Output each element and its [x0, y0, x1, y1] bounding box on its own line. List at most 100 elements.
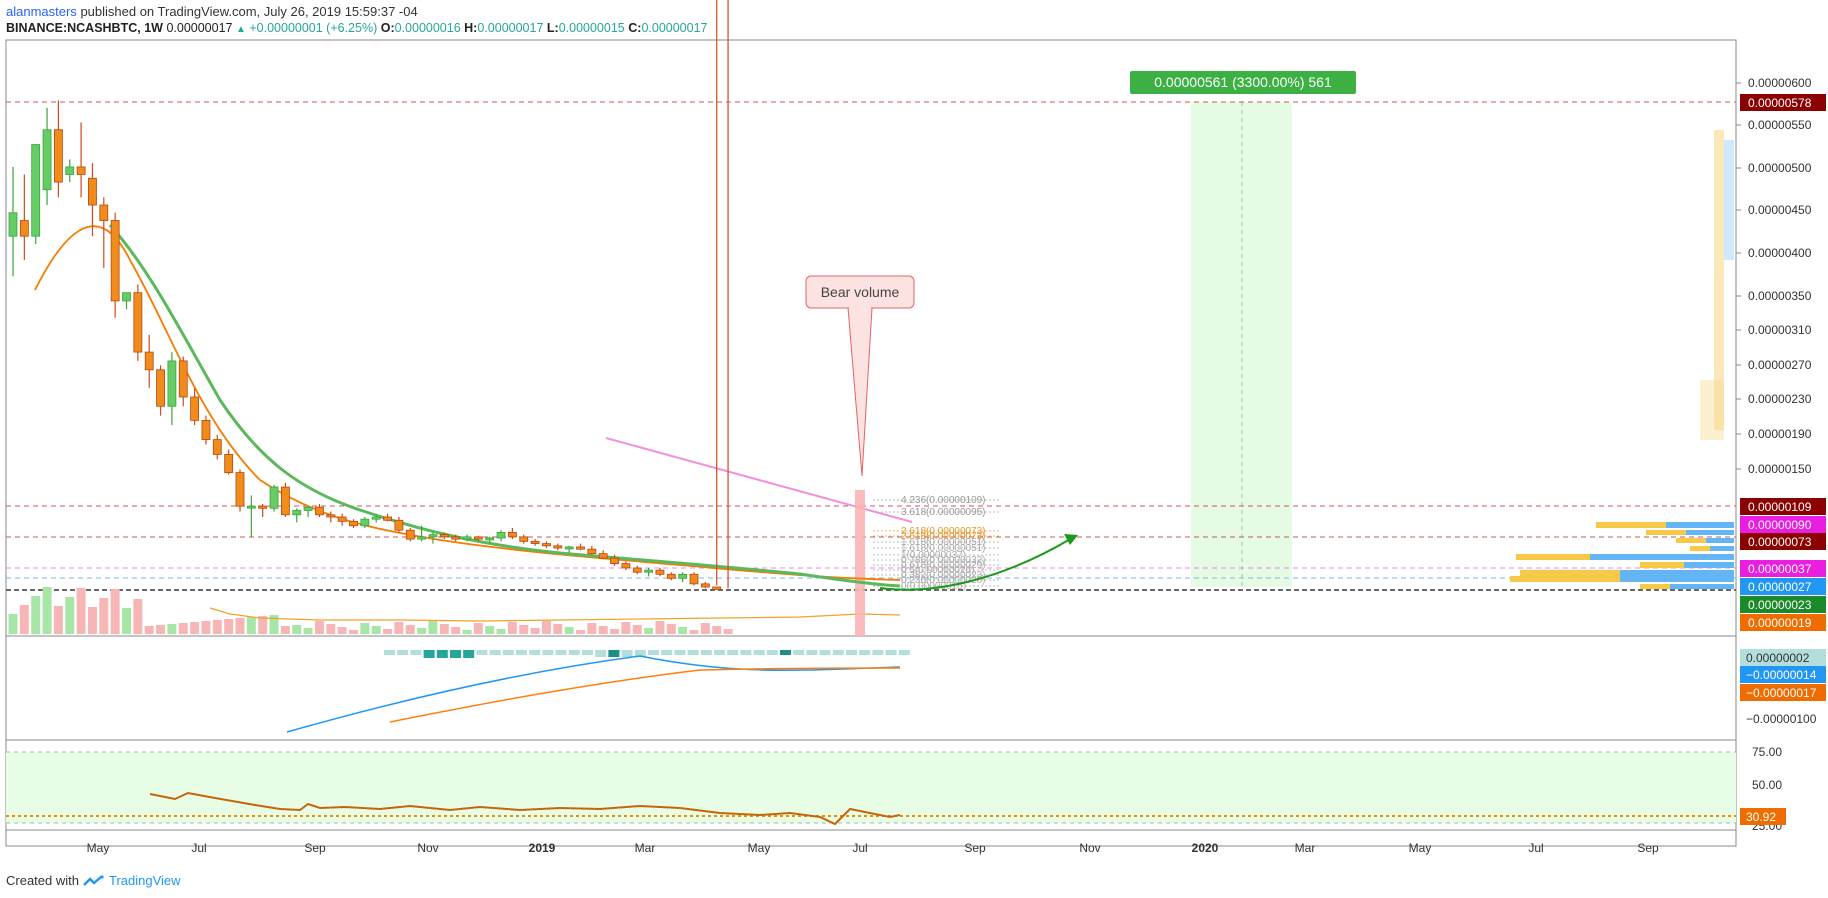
macd-hist-bar	[436, 650, 448, 658]
time-tick-label: Jul	[1528, 841, 1543, 855]
macd-hist-bar	[450, 650, 461, 658]
volume-bar	[519, 625, 529, 634]
published-text: published on TradingView.com, July 26, 2…	[80, 4, 418, 19]
volume-bar	[417, 628, 427, 634]
volume-bar	[712, 626, 722, 634]
author-link[interactable]: alanmasters	[6, 4, 77, 19]
volume-bar	[644, 628, 654, 634]
candle-body	[530, 540, 540, 544]
fib-level-label: 1.618(0.00000051)	[901, 537, 986, 548]
fib-level-label: 0.382(0.00000023)	[901, 570, 986, 581]
candle-body	[54, 129, 63, 183]
candle-body	[439, 534, 449, 538]
fib-level-label: 4.236(0.00000109)	[901, 495, 986, 506]
volume-bar	[292, 625, 302, 634]
time-axis[interactable]: May Jul Sep Nov 2019 Mar May Jul Sep Nov 2020 Mar Ma…	[87, 841, 1659, 855]
candle-body	[451, 536, 461, 540]
candle-body	[700, 583, 710, 588]
volume-bar	[462, 630, 472, 634]
volume-bar	[87, 607, 97, 634]
macd-tick-label: −0.00000100	[1746, 712, 1817, 726]
candle-body	[88, 177, 97, 206]
price-tick-label: 0.00000450	[1748, 203, 1812, 217]
macd-hist-bar	[700, 650, 712, 655]
time-tick-label: Mar	[1295, 841, 1316, 855]
price-axis[interactable]: 0.00000600 0.00000550 0.00000500 0.00000450…	[1736, 76, 1812, 476]
candle-body	[462, 536, 472, 540]
macd-hist-bar	[529, 650, 541, 655]
fib-level-label: 0(0.00000015)	[901, 581, 966, 592]
price-tick-label: 0.00000350	[1748, 289, 1812, 303]
macd-hist-bar	[859, 650, 871, 655]
volume-bar	[65, 597, 75, 634]
tradingview-brand-link[interactable]: TradingView	[108, 873, 181, 888]
fib-level-label: 0.5(0.00000026)	[901, 565, 974, 576]
time-tick-label: Nov	[417, 841, 438, 855]
bear-volume-pointer	[847, 307, 873, 477]
candle-body	[201, 419, 211, 441]
publication-line: alanmasters published on TradingView.com…	[6, 4, 418, 19]
candle-body	[360, 518, 370, 527]
price-badge	[1740, 498, 1826, 515]
macd-hist-bar	[898, 650, 910, 655]
close-label: C:	[628, 21, 642, 35]
macd-hist-bar	[674, 650, 686, 655]
volume-bar	[371, 626, 381, 634]
volume-bar	[394, 622, 404, 634]
volume-bar	[666, 624, 676, 634]
candle-body	[235, 472, 245, 507]
macd-hist-bar	[542, 650, 554, 655]
rsi-line	[149, 791, 901, 826]
volume-bar	[576, 630, 585, 634]
rsi-value-label: 30.92	[1746, 810, 1776, 824]
volume-bar	[700, 623, 710, 634]
volume-bar	[485, 626, 495, 634]
volume-bar	[8, 614, 18, 634]
macd-hist-bar	[582, 650, 593, 655]
candle-body	[405, 529, 415, 540]
time-tick-label: Sep	[1637, 841, 1659, 855]
open-label: O:	[380, 21, 395, 35]
fib-level-label: 2.618(0.00000073)	[901, 531, 986, 542]
fib-extension: 4.236(0.00000109)3.618(0.00000095) 2.618(…	[873, 495, 1000, 592]
macd-hist-bar	[476, 650, 488, 655]
macd-hist-bar	[806, 650, 818, 655]
volume-bar	[122, 608, 131, 634]
macd-badge	[1740, 666, 1826, 683]
macd-hist-bar	[608, 650, 620, 657]
price-badge-label: 0.00000090	[1748, 518, 1812, 532]
macd-hist-bar	[661, 650, 673, 655]
volume-bar	[246, 617, 256, 634]
price-chart[interactable]: 0.00000561 (3300.00%) 561 4.236(0.000001…	[0, 0, 1828, 870]
candle-body	[507, 532, 517, 538]
candle-body	[485, 537, 495, 541]
volume-bar	[553, 624, 563, 634]
macd-hist-bar	[832, 650, 844, 655]
macd-hist-bar	[793, 650, 805, 655]
time-tick-label: Jul	[852, 841, 867, 855]
macd-hist-bar	[634, 650, 646, 657]
candle-body	[610, 557, 619, 565]
candle-body	[383, 516, 392, 521]
macd-badge	[1740, 684, 1826, 701]
rsi-band	[6, 752, 1736, 823]
macd-axis: 0.00000002 −0.00000014 −0.00000017 −0.00000…	[1740, 649, 1826, 726]
candle-body	[133, 292, 143, 353]
candle-body	[246, 505, 256, 509]
symbol-info-bar: BINANCE:NCASHBTC, 1W 0.00000017 ▲ +0.000…	[6, 21, 707, 35]
volume-bar	[541, 621, 551, 634]
candle-body	[315, 506, 324, 516]
rsi-tick-label: 75.00	[1752, 745, 1782, 759]
volume-bar	[678, 627, 688, 634]
chart-frame	[5, 39, 1737, 847]
candle-body	[42, 129, 52, 191]
open-value: 0.00000016	[394, 21, 461, 35]
price-tick-label: 0.00000550	[1748, 118, 1812, 132]
volume-bar	[587, 623, 597, 634]
macd-hist-bar	[516, 650, 527, 655]
macd-hist-bar	[489, 650, 501, 655]
symbol-label[interactable]: BINANCE:NCASHBTC, 1W	[6, 21, 163, 35]
volume-bar	[723, 629, 733, 634]
price-badge	[1740, 516, 1826, 533]
volume-profile	[1510, 130, 1734, 589]
